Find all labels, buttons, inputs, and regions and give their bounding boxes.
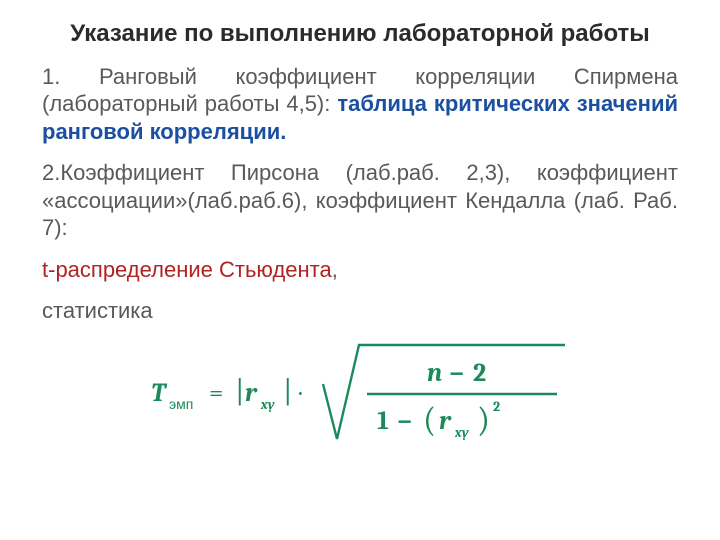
paragraph-4: статистика <box>42 297 678 325</box>
den-op: − <box>397 406 412 436</box>
p3-tail: , <box>332 257 338 282</box>
sym-dot: · <box>299 378 302 408</box>
sym-r: r <box>245 378 258 408</box>
sym-eq: = <box>209 378 223 408</box>
paragraph-3: t-распределение Стьюдента, <box>42 256 678 284</box>
sym-r-sub: xy <box>260 396 275 413</box>
num-op: − <box>449 358 464 388</box>
den-rp: ) <box>477 400 490 440</box>
p1-tail: . <box>280 119 286 144</box>
den-r-sub: xy <box>454 424 469 441</box>
slide: Указание по выполнению лабораторной рабо… <box>0 0 720 540</box>
p3-red: t-распределение Стьюдента <box>42 257 332 282</box>
sym-abs-r: | <box>283 374 292 409</box>
paragraph-2: 2.Коэффициент Пирсона (лаб.раб. 2,3), ко… <box>42 159 678 242</box>
slide-title: Указание по выполнению лабораторной рабо… <box>42 20 678 49</box>
sym-abs-l: | <box>235 374 244 409</box>
formula-container: T эмп = | r xy | · n − 2 1 − ( r xy ) <box>42 339 678 449</box>
den-a: 1 <box>377 406 389 436</box>
den-lp: ( <box>423 400 436 440</box>
sym-T-sub: эмп <box>169 396 193 412</box>
den-r: r <box>439 406 452 436</box>
paragraph-1: 1. Ранговый коэффициент корреляции Спирм… <box>42 63 678 146</box>
sym-T: T <box>151 378 168 408</box>
formula-svg: T эмп = | r xy | · n − 2 1 − ( r xy ) <box>145 339 575 449</box>
num-a: n <box>427 358 442 388</box>
den-exp: 2 <box>493 398 500 415</box>
num-b: 2 <box>473 358 486 388</box>
